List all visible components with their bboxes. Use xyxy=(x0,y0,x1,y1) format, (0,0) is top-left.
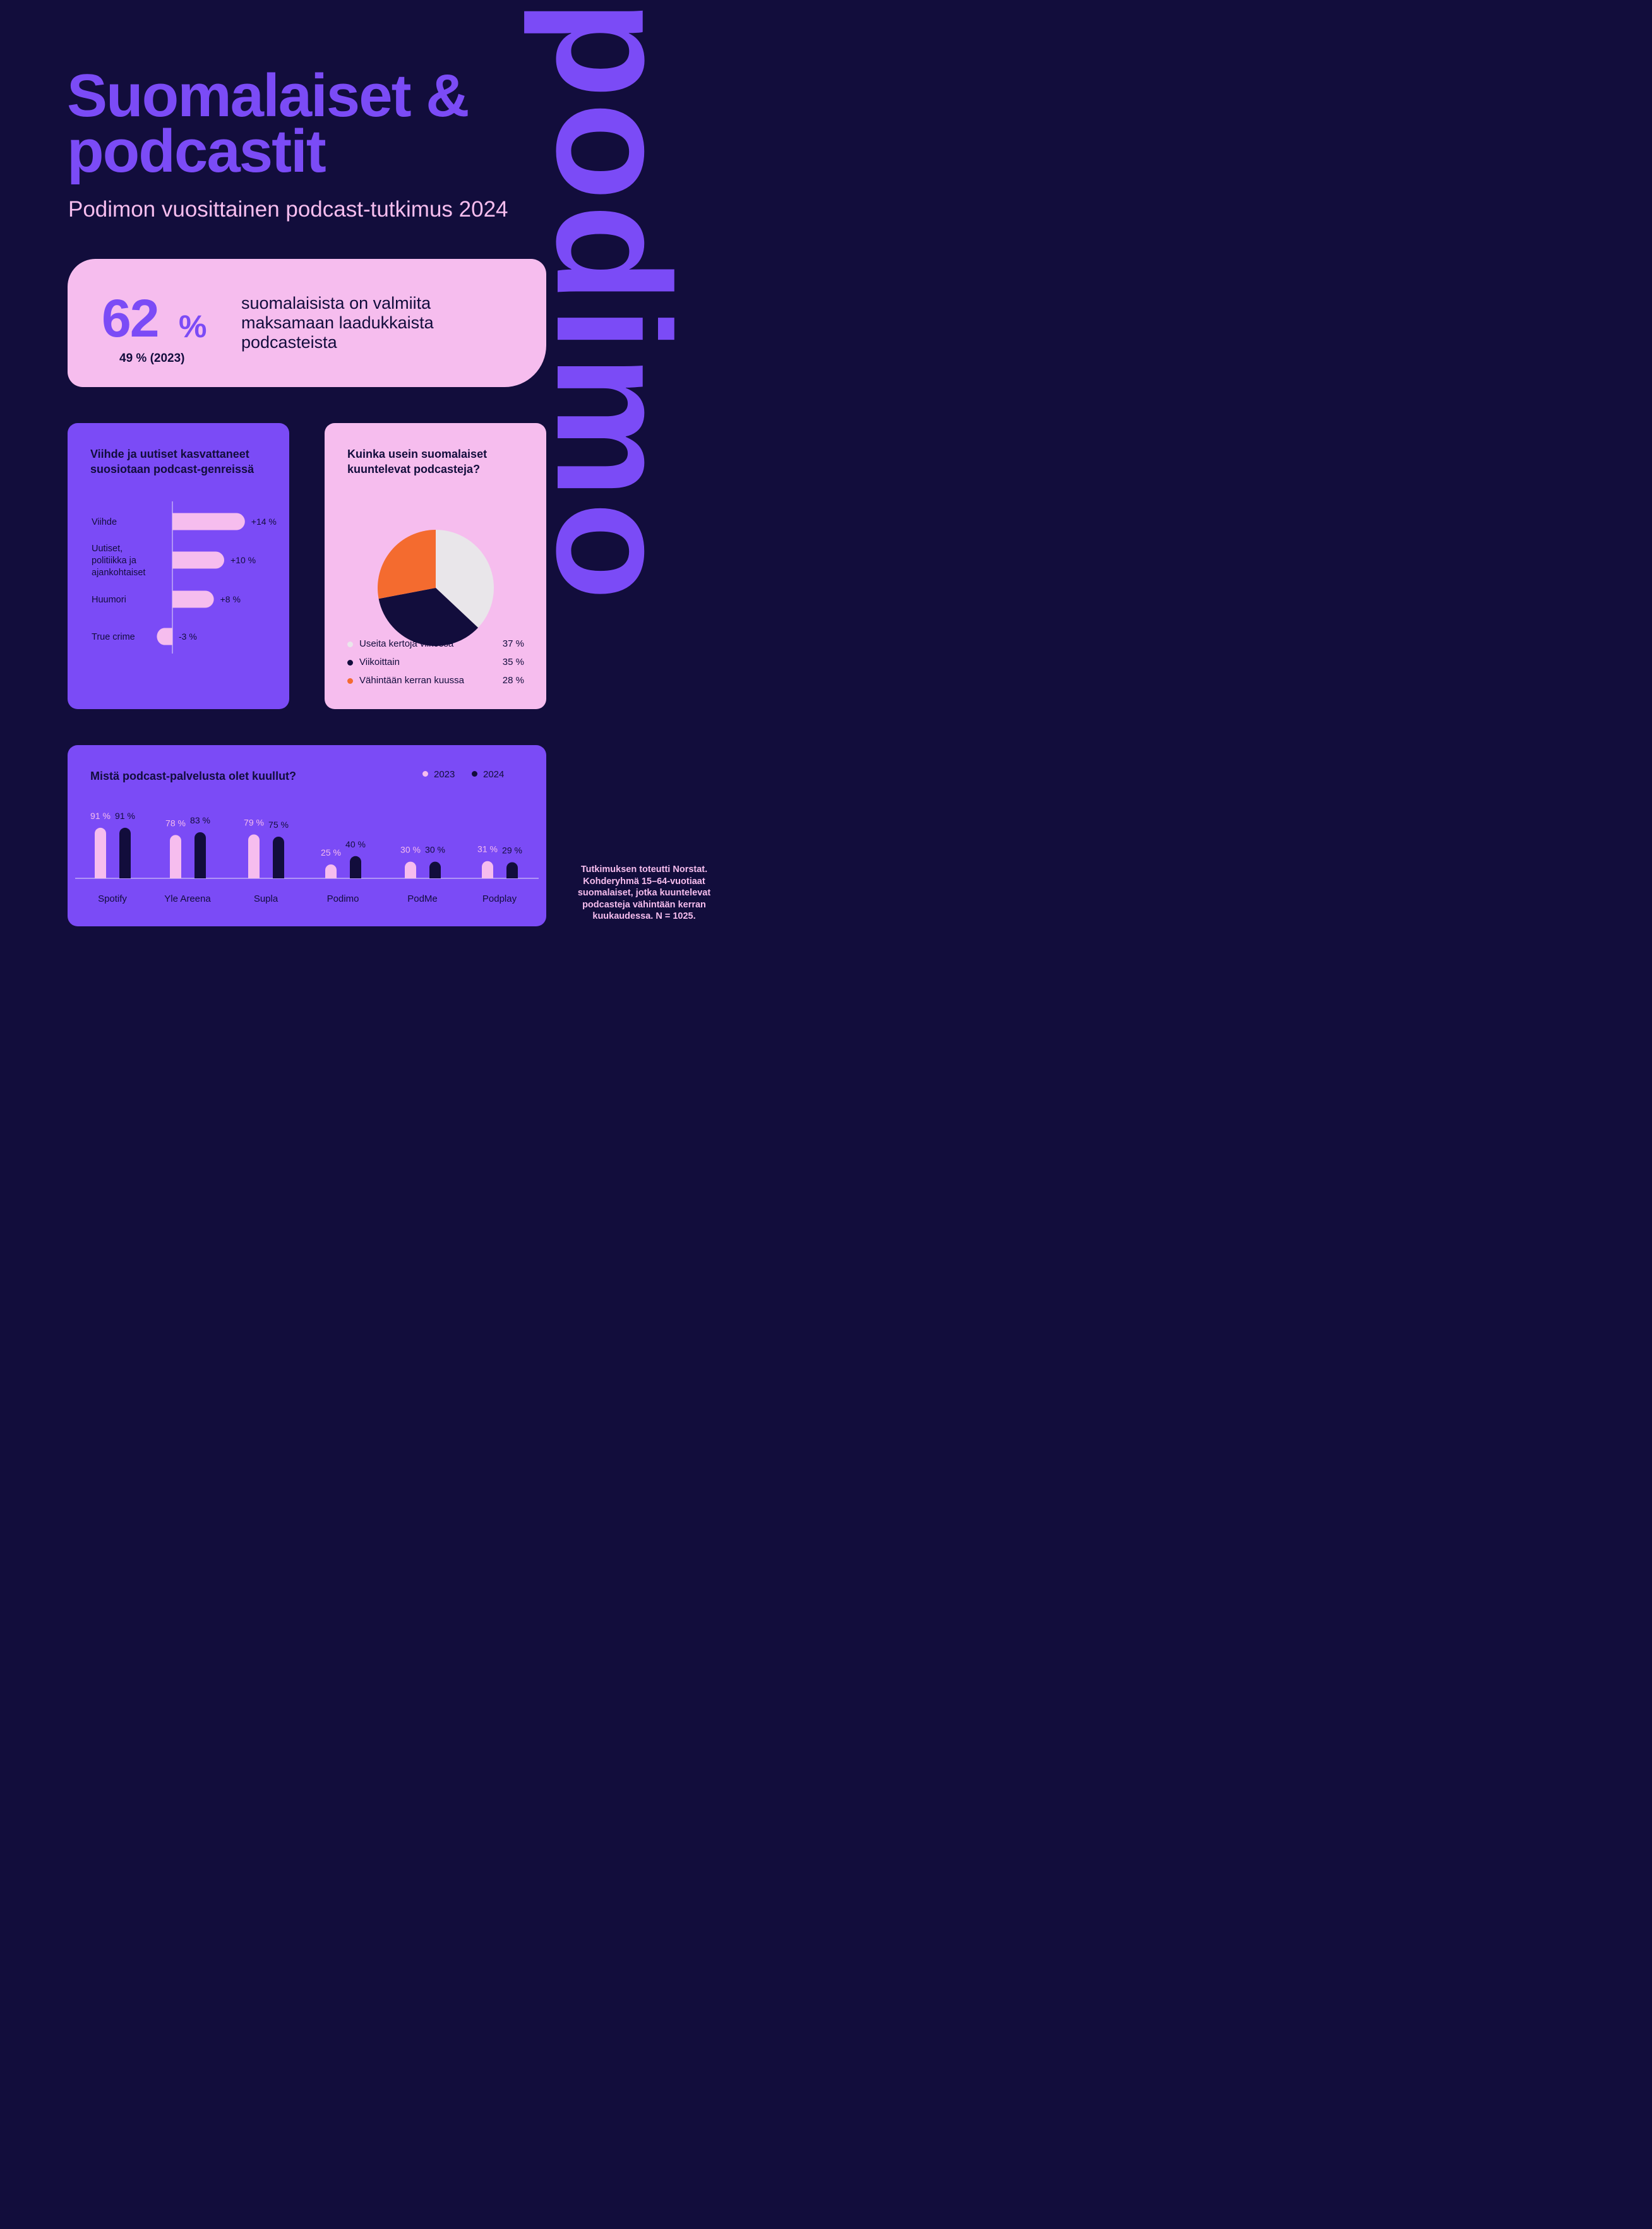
frequency-chart-title: Kuinka usein suomalaiset kuuntelevat pod… xyxy=(347,448,488,475)
pie-legend-item: Viikoittain 35 % xyxy=(347,656,524,670)
genre-value-label: -3 % xyxy=(179,631,197,642)
podimo-logo: podimo xyxy=(523,0,703,604)
genre-category-line: ajankohtaiset xyxy=(92,568,145,578)
title-line-2: podcastit xyxy=(67,117,326,185)
legend-dot xyxy=(347,678,353,684)
legend-dot xyxy=(347,642,353,647)
services-category-label: PodMe xyxy=(407,893,438,904)
services-value-label: 79 % xyxy=(244,817,264,827)
legend-label: Useita kertoja viikossa xyxy=(359,638,454,649)
highlight-previous: 49 % (2023) xyxy=(119,352,185,365)
legend-2023: 2023 xyxy=(422,769,455,780)
pie-slice xyxy=(378,588,479,646)
legend-value: 37 % xyxy=(502,638,524,649)
services-bar xyxy=(325,864,337,878)
services-value-label: 30 % xyxy=(425,845,445,855)
highlight-text: suomalaisista on valmiita maksamaan laad… xyxy=(241,294,434,352)
services-category-label: Spotify xyxy=(98,893,127,904)
genre-chart-card: Viihde ja uutiset kasvattaneet suosiotaa… xyxy=(68,423,289,709)
services-bar-chart: 91 % 91 % Spotify 78 % 83 % Yle Areena 79 % 75 … xyxy=(75,811,539,904)
genre-value-label: +14 % xyxy=(251,517,277,527)
services-bar xyxy=(273,837,284,878)
services-value-label: 75 % xyxy=(268,820,289,830)
genre-category-line: True crime xyxy=(92,632,135,642)
legend-label: Viikoittain xyxy=(359,657,400,667)
genre-value-label: +10 % xyxy=(230,555,256,565)
genre-category-label: Viihde xyxy=(92,517,117,527)
services-value-label: 91 % xyxy=(90,811,111,821)
genre-bar xyxy=(172,590,214,608)
services-bar xyxy=(170,835,181,878)
genre-category-line: politiikka ja xyxy=(92,556,137,566)
legend-label: 2023 xyxy=(434,769,455,780)
services-bar xyxy=(482,861,493,878)
genre-value-label: +8 % xyxy=(220,594,241,604)
frequency-chart-card: Kuinka usein suomalaiset kuuntelevat pod… xyxy=(325,423,546,709)
services-value-label: 40 % xyxy=(345,839,366,849)
genre-bar-base xyxy=(172,513,181,530)
services-value-label: 83 % xyxy=(190,815,210,825)
services-bar xyxy=(506,862,518,878)
genre-bar xyxy=(172,513,245,530)
genre-category-label: True crime xyxy=(92,632,135,642)
highlight-card: 62 % 49 % (2023) suomalaisista on valmii… xyxy=(68,259,546,387)
page-title: Suomalaiset & podcastit xyxy=(67,66,470,182)
services-category-label: Podimo xyxy=(327,893,359,904)
services-value-label: 30 % xyxy=(400,845,421,855)
legend-dot xyxy=(347,660,353,666)
legend-2024: 2024 xyxy=(472,769,504,780)
services-value-label: 31 % xyxy=(477,844,498,854)
services-category-label: Yle Areena xyxy=(164,893,211,904)
services-value-label: 25 % xyxy=(321,847,341,858)
legend-label: Vähintään kerran kuussa xyxy=(359,675,464,686)
genre-category-line: Huumori xyxy=(92,595,126,605)
pie-legend-item: Useita kertoja viikossa 37 % xyxy=(347,638,524,652)
legend-value: 35 % xyxy=(502,657,524,667)
services-bar xyxy=(248,834,260,878)
services-bar xyxy=(405,861,416,878)
genre-bar-base xyxy=(172,551,181,569)
services-bar xyxy=(195,832,206,878)
genre-bar-base xyxy=(172,590,181,608)
services-category-label: Podplay xyxy=(482,893,517,904)
page-subtitle: Podimon vuosittainen podcast-tutkimus 20… xyxy=(68,197,508,222)
legend-dot xyxy=(422,771,428,777)
genre-category-line: Uutiset, xyxy=(92,544,123,554)
services-chart-card: Mistä podcast-palvelusta olet kuullut? 2… xyxy=(68,745,546,926)
highlight-unit: % xyxy=(179,309,207,344)
genre-bar xyxy=(172,551,224,569)
legend-label: 2024 xyxy=(483,769,505,780)
genre-bar-chart: +14 % Viihde +10 % Uutiset, politiikka ja aja… xyxy=(92,501,277,654)
services-bar xyxy=(119,827,131,878)
genre-category-line: Viihde xyxy=(92,517,117,527)
genre-bar-base xyxy=(164,628,172,645)
pie-legend-item: Vähintään kerran kuussa 28 % xyxy=(347,674,524,688)
pie-slice xyxy=(378,530,436,599)
title-line-1: Suomalaiset & xyxy=(67,62,470,129)
pie-slice xyxy=(436,530,494,628)
services-bar xyxy=(350,856,361,878)
frequency-pie-chart xyxy=(378,530,494,646)
services-value-label: 91 % xyxy=(115,811,135,821)
services-value-label: 29 % xyxy=(502,845,522,855)
footnote: Tutkimuksen toteutti Norstat. Kohderyhmä… xyxy=(577,864,711,921)
legend-dot xyxy=(472,771,477,777)
genre-chart-title: Viihde ja uutiset kasvattaneet suosiotaa… xyxy=(90,448,254,475)
highlight-value: 62 xyxy=(102,289,159,348)
services-value-label: 78 % xyxy=(165,818,186,828)
services-bar xyxy=(429,861,441,878)
services-category-label: Supla xyxy=(254,893,278,904)
legend-value: 28 % xyxy=(502,675,524,686)
services-chart-title: Mistä podcast-palvelusta olet kuullut? xyxy=(90,770,297,782)
genre-category-label: Huumori xyxy=(92,595,126,605)
genre-category-label: Uutiset, politiikka ja ajankohtaiset xyxy=(92,544,145,578)
services-bar xyxy=(95,827,106,878)
